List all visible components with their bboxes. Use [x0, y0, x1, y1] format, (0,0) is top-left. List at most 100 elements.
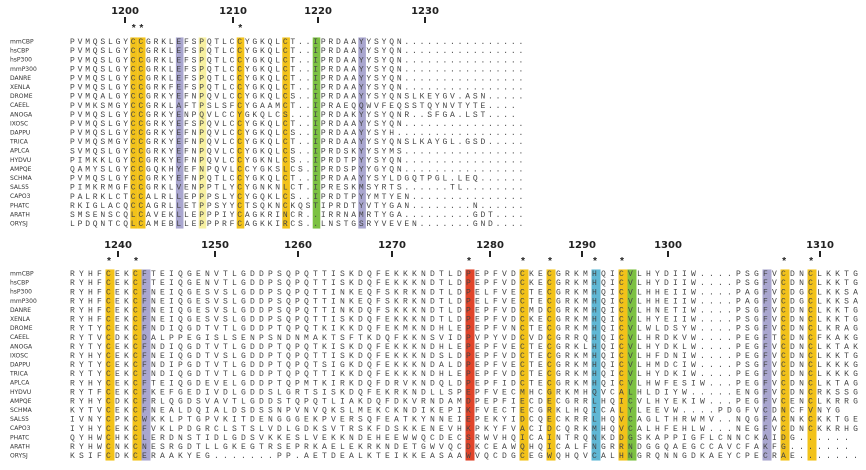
sequence: SMSENSCQLCAVEKLLEPPPIYCAGKRINCR..IRRNAMR…: [70, 211, 526, 220]
column-highlight: [762, 269, 772, 461]
species-label: SCHMA: [10, 175, 33, 182]
position-label: 1290: [568, 240, 596, 251]
column-highlight: [198, 37, 207, 229]
sequence: PVMQSLGYCCGRKLEFSPQTLCCYGKQLCT..IPRDAAYY…: [70, 75, 526, 84]
species-label: XENLA: [10, 84, 31, 91]
species-label: CAEEL: [10, 102, 30, 109]
sequence: RYHWCNKCNESRGDTLLGKEGTRSEPRKAELEKRKNDETG…: [70, 443, 853, 452]
column-highlight: [236, 37, 245, 229]
sequence: RYHFCEKCFTEIQGENVTLGDDPSQPQTTISKDQFEKKKN…: [70, 279, 862, 288]
sequence: RYTYCEKCFNDIQGDTVTLGDDPTQPQTTIKKDQFEKKKN…: [70, 370, 862, 379]
species-label: ARATH: [10, 443, 30, 450]
species-label: DAPPU: [10, 130, 30, 137]
column-highlight: [137, 37, 146, 229]
species-label: DANRE: [10, 75, 31, 82]
species-label: ARATH: [10, 211, 30, 218]
sequence: RYHYCEKCFTEIQGDEVELGDDPTQPMTKIRKDQFDRVKN…: [70, 379, 862, 388]
species-label: ORYSJ: [10, 453, 28, 460]
position-label: 1310: [806, 240, 834, 251]
column-highlight: [780, 269, 790, 461]
species-label: SCHMA: [10, 407, 33, 414]
species-label: ORYSJ: [10, 221, 28, 228]
position-label: 1210: [219, 6, 247, 17]
sequence: PVMQSLGYCCGRKYEFNPQTLCCYGKQLCT..IPRDAAYY…: [70, 175, 526, 184]
column-highlight: [358, 37, 366, 229]
position-label: 1240: [104, 240, 132, 251]
sequence: PIMKKLGYCCGRKYEFNPQVLCCYGKNLCS..IPRDTPYY…: [70, 156, 526, 165]
sequence: SVMQSLGYCCGRKYEFNPQVLCCYGKQLCS..IPRDSKYY…: [70, 147, 526, 156]
species-label: hsCBP: [10, 48, 29, 55]
sequence: RYTVCDKCDALPPEGISLSENPSNDNMAKTSFTKDQFKKN…: [70, 334, 862, 343]
sequence: RYTYCEKCFNDIQGDTVTLGDDPTQPQTKIKKDQFEKMKN…: [70, 325, 862, 334]
sequence: PVMQSMGYCCGRKYEFNPQVLCCYGKQLCT..IPRDAAYY…: [70, 138, 526, 147]
sequence: RKIGLACQCCAGRLLETPPSYYCTSQKNCKQSTIPRDTYV…: [70, 202, 526, 211]
species-label: DANRE: [10, 307, 31, 314]
species-label: AMPQE: [10, 398, 32, 405]
species-label: HYDVU: [10, 389, 31, 396]
sequence: PALRKLCTCCALRLLEPPPSLYCYGQKLCS..IPRDTPYY…: [70, 193, 526, 202]
position-label: 1270: [378, 240, 406, 251]
species-label: mmP300: [10, 298, 37, 305]
species-label: CAPO3: [10, 425, 31, 432]
species-label: IXOSC: [10, 352, 28, 359]
sequence: PVMQSLGYCCGRKLEFSPQTLCCYGKQLCT..IPRDAAYY…: [70, 47, 526, 56]
sequence: RYTYCEKCFNDIPGDTVTLGDDPTQPQTSIGKDQFEKKKN…: [70, 361, 862, 370]
column-highlight: [282, 37, 290, 229]
sequence: QYHWCHKCLERDNSTIDLGDSVKKESLVEKKNDEHEEWWQ…: [70, 434, 853, 443]
sequence: RYHYCDKCFRLQGDSVAVTLGDDSTQPQTLIAKDQFDKVR…: [70, 398, 862, 407]
species-label: CAEEL: [10, 334, 30, 341]
position-label: 1200: [111, 6, 139, 17]
species-label: ANOGA: [10, 343, 33, 350]
sequence: PVMQSLGYCCGRKYEFNPQVLCCYGKQLCS..IPRDAAYY…: [70, 129, 526, 138]
sequence: PVMQSLGYCCGRKYENPQVLCCYGKQLCS...IPRDAKYY…: [70, 111, 518, 120]
column-highlight: [175, 37, 184, 229]
sequence: KSIFCDKCERAAKYEG.......PP.AETDEALKTEIKKE…: [70, 452, 862, 461]
sequence: RYHFCEKCFNEIQGESVSLGDDPSQPQTTINKDQFSKKKN…: [70, 307, 862, 316]
conservation-marks: * * * * * * * * *: [70, 257, 817, 269]
sequence: RYHFCEKCFNEIQGESVSLGDDPSQPQTTINKEQFSKRKN…: [70, 288, 862, 297]
column-highlight: [312, 37, 321, 229]
position-label: 1220: [304, 6, 332, 17]
position-label: 1300: [654, 240, 682, 251]
conservation-marks: ** *: [70, 24, 245, 36]
species-label: XENLA: [10, 316, 31, 323]
species-label: HYDVU: [10, 157, 31, 164]
sequence: PVMQALGYCCGRKYEFNPQVLCCYGKQLCS..IPRDAAYY…: [70, 93, 526, 102]
sequence: PVMQSLGYCCGRKYEFSPQVLCCYGKQLCT..IPRDAAYY…: [70, 120, 526, 129]
species-label: PHATC: [10, 434, 29, 441]
sequence: RYTYCEKCFNDIQGDTVTLGDDPTQPQTKISKDQFEKKKN…: [70, 343, 862, 352]
position-label: 1230: [411, 6, 439, 17]
column-highlight: [141, 269, 151, 461]
sequence: PIMKRMGFCCGRKLVENPPTLYCYGNKNLCT.IPRESKMS…: [70, 184, 526, 193]
species-label: TRICA: [9, 139, 29, 146]
sequence: IVNYCPKCWKKLPTGPVKITDENGGGEKPVERSQFEATKY…: [70, 416, 862, 425]
species-label: mmCBP: [10, 39, 34, 46]
column-highlight: [591, 269, 601, 461]
species-label: CAPO3: [10, 193, 31, 200]
column-highlight: [105, 269, 115, 461]
species-label: TRICA: [9, 371, 29, 378]
species-label: IXOSC: [10, 120, 28, 127]
species-label: hsP300: [10, 57, 32, 64]
species-label: hsCBP: [10, 280, 29, 287]
column-highlight: [627, 269, 637, 461]
species-label: PHATC: [10, 202, 29, 209]
column-highlight: [465, 269, 475, 461]
species-label: AMPQE: [10, 166, 32, 173]
sequence: RYHFCEKCFTEIQGENVTLGDDPSQPQTTISKDQFEKKKN…: [70, 270, 862, 279]
sequence: RYHFCEKCFNEIQGESVSLGDDPSQPQTTINKEQFSKRKN…: [70, 297, 862, 306]
species-label: SALS5: [10, 184, 29, 191]
sequence: KYTVCEKCFNEALDQIALDSDSSNPVNVQKSLMEKCKNDI…: [70, 407, 844, 416]
position-label: 1280: [476, 240, 504, 251]
species-label: hsP300: [10, 289, 32, 296]
species-label: APLCA: [10, 380, 30, 387]
sequence: PVMQSLGYCCGRKFEFSPQTLCCYGKQLCT..IPRDAAYY…: [70, 84, 526, 93]
species-label: DAPPU: [10, 362, 30, 369]
sequence: PVMQSLGYCCGRKLEFSPQTLCCYGKQLCT..IPRDAAYY…: [70, 56, 526, 65]
position-label: 1260: [284, 240, 312, 251]
species-label: SALS5: [10, 416, 29, 423]
species-label: ANOGA: [10, 111, 33, 118]
column-highlight: [132, 269, 142, 461]
